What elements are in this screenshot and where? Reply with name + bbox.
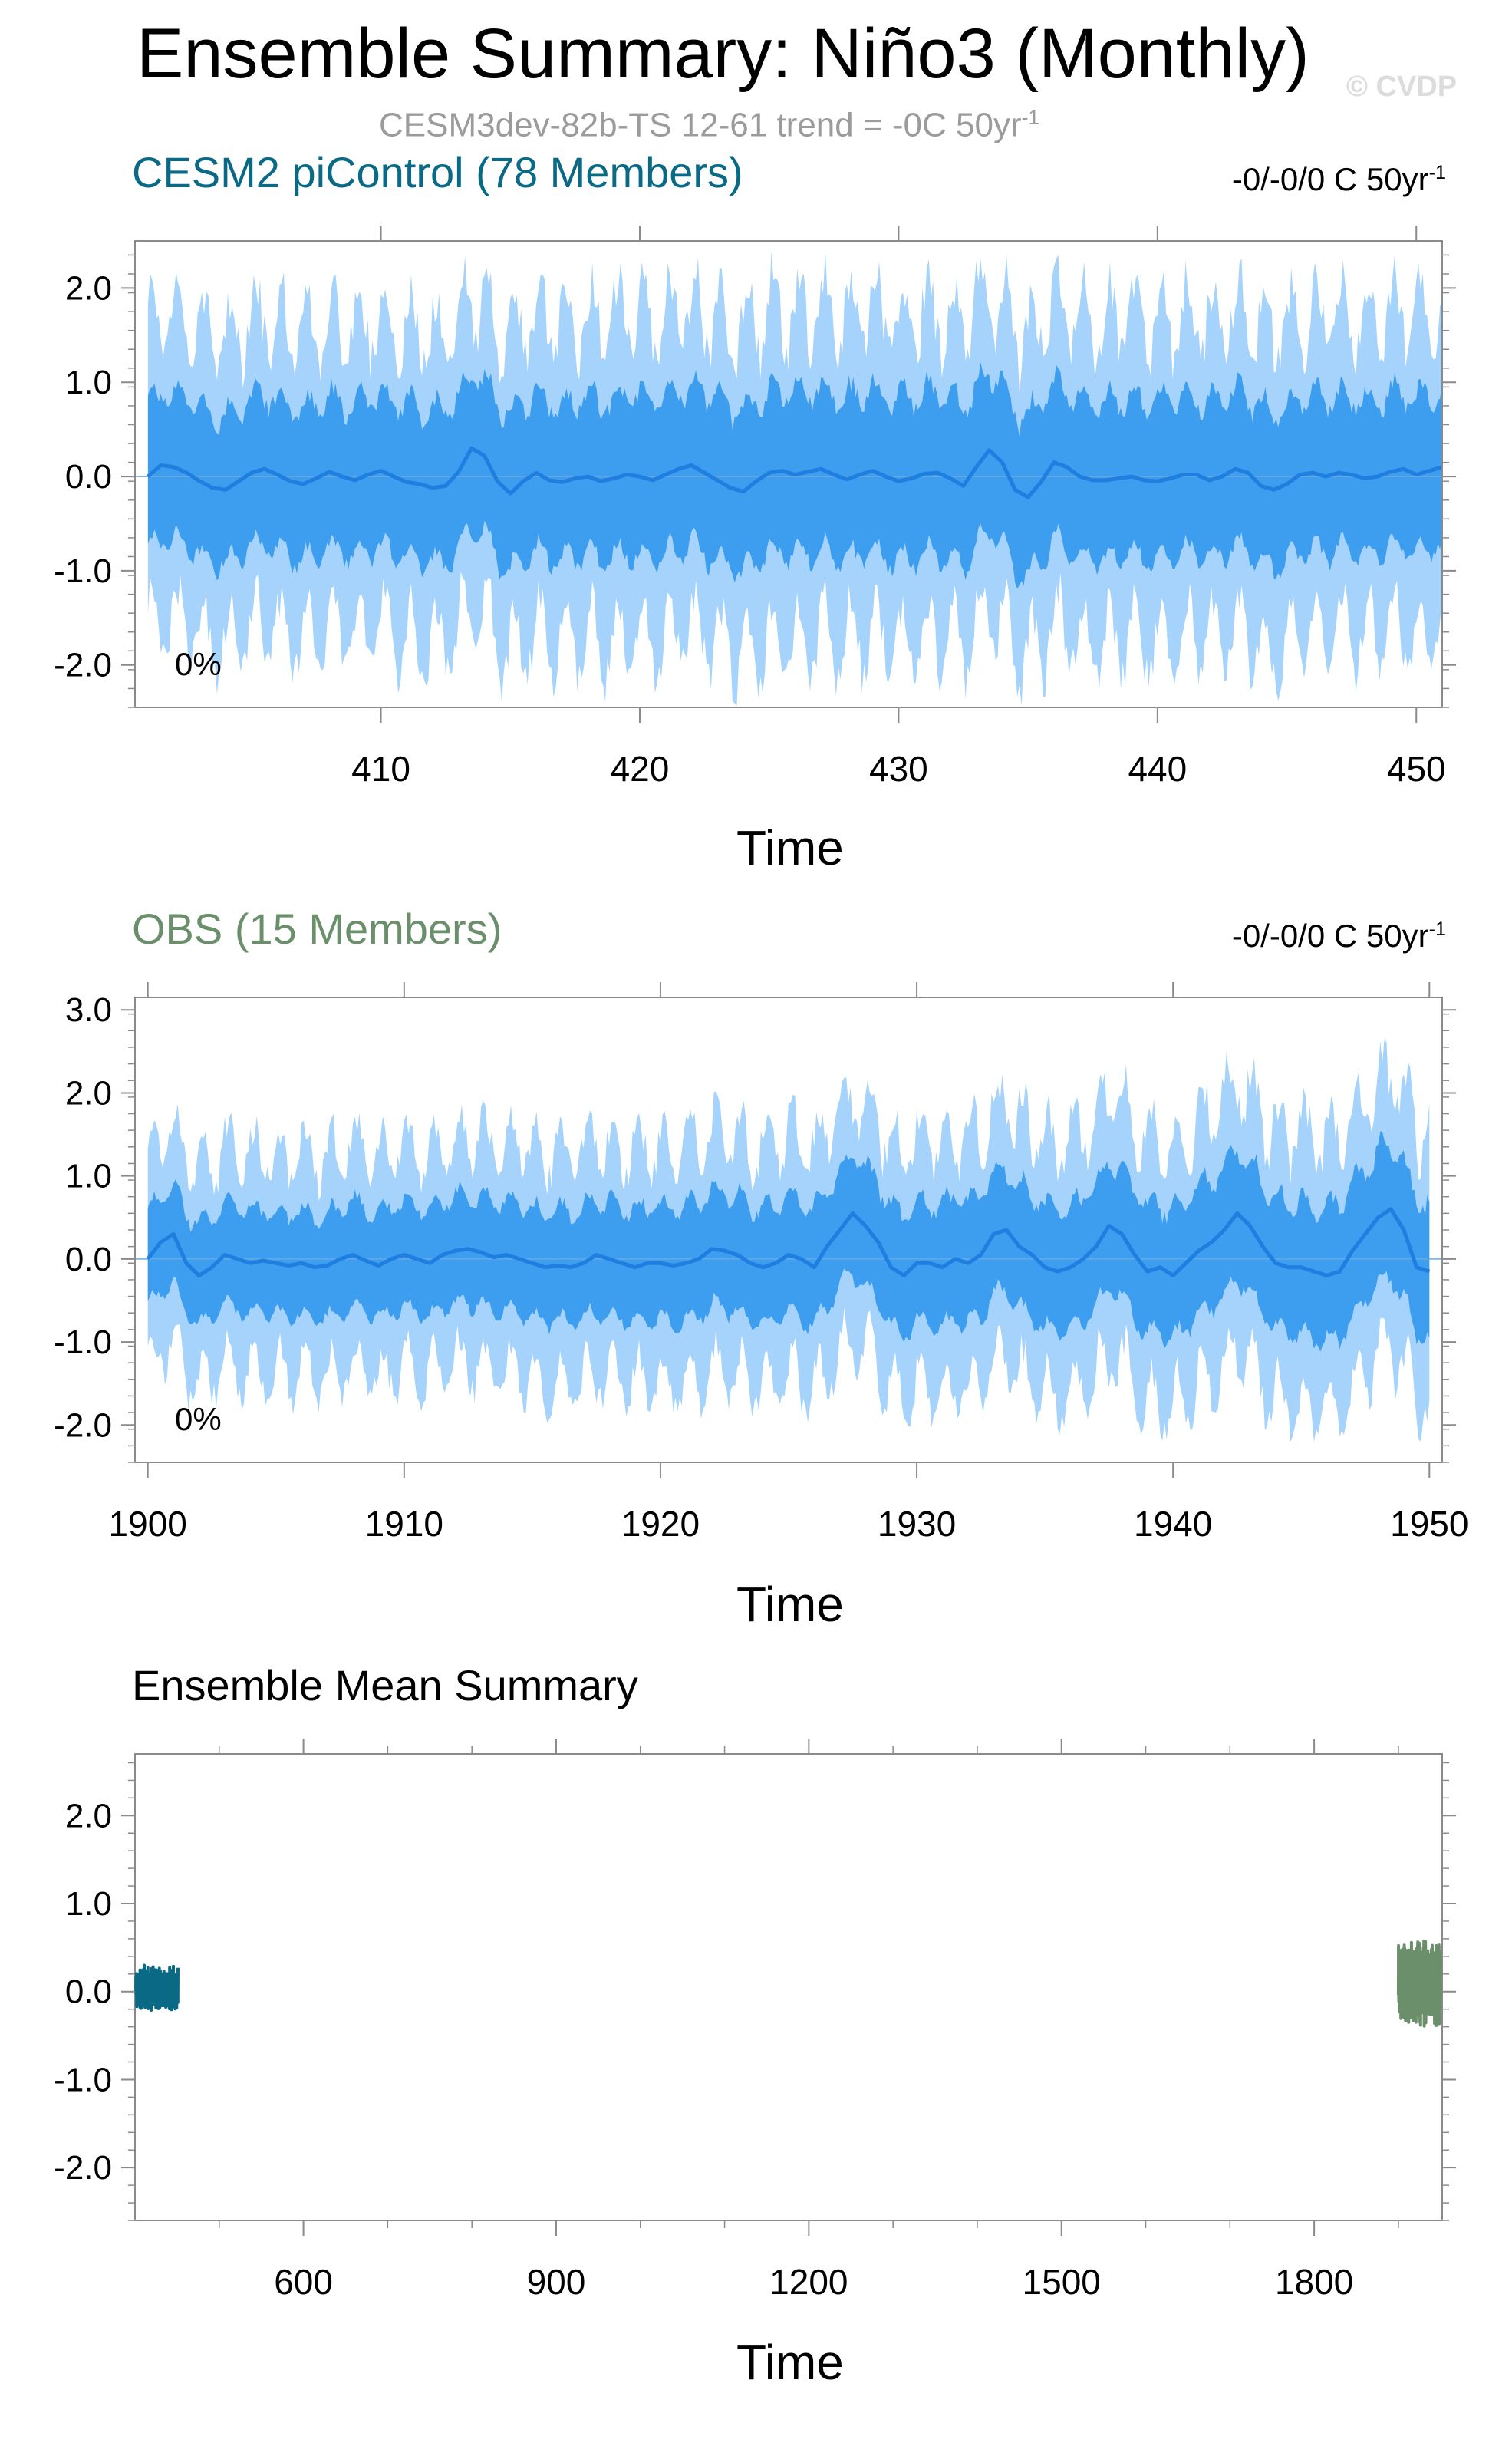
panel0-xtick-label: 450 bbox=[1387, 749, 1446, 789]
panel2-title: OBS (15 Members) bbox=[132, 905, 502, 953]
panel1-trend-text: -0/-0/0 C 50yr bbox=[1231, 161, 1429, 197]
panel2-xtick-label: 600 bbox=[274, 2262, 333, 2302]
panel1-title: CESM2 piControl (78 Members) bbox=[132, 148, 743, 196]
panel1-xlabel: Time bbox=[736, 820, 844, 875]
panel1-ytick-label: -2.0 bbox=[54, 1406, 112, 1444]
panel1-ensemble-mean-line bbox=[146, 1207, 1431, 1277]
panel1-xtick-label: 1910 bbox=[365, 1504, 443, 1544]
panel2-ytick-label: 2.0 bbox=[65, 1797, 112, 1834]
panel0-ytick-label: 2.0 bbox=[65, 269, 112, 307]
panel1-trend: -0/-0/0 C 50yr-1 bbox=[1232, 161, 1446, 198]
panel2-trend: -0/-0/0 C 50yr-1 bbox=[1232, 918, 1446, 954]
panel1-ytick-label: -1.0 bbox=[54, 1324, 112, 1361]
panel2-trend-text: -0/-0/0 C 50yr bbox=[1231, 918, 1429, 954]
panel1-ytick-label: 2.0 bbox=[65, 1074, 112, 1112]
page-subtitle: CESM3dev-82b-TS 12-61 trend = -0C 50yr-1 bbox=[379, 106, 1039, 145]
panel1-ytick-label: 3.0 bbox=[65, 991, 112, 1029]
panel0-xtick-label: 410 bbox=[351, 749, 410, 789]
panel2-xlabel: Time bbox=[736, 1577, 844, 1632]
panel0-xtick-label: 420 bbox=[611, 749, 670, 789]
panel0-ytick-label: -1.0 bbox=[54, 552, 112, 590]
panel2-series-cesm bbox=[134, 1963, 180, 2012]
panel2-xtick-label: 1500 bbox=[1023, 2262, 1101, 2302]
panel2-ytick-label: -2.0 bbox=[54, 2149, 112, 2187]
panel1-trend-sup: -1 bbox=[1428, 162, 1446, 183]
panel2-frame bbox=[134, 1753, 1443, 2221]
panel1-ytick-label: 0.0 bbox=[65, 1241, 112, 1278]
panel2-ytick-label: 1.0 bbox=[65, 1885, 112, 1923]
page-title: Ensemble Summary: Niño3 (Monthly) bbox=[137, 15, 1309, 93]
panel2-ytick-label: 0.0 bbox=[65, 1973, 112, 2011]
panel1-percent-label: 0% bbox=[175, 1401, 222, 1437]
panel0-frame bbox=[134, 240, 1443, 708]
panel1-xtick-label: 1930 bbox=[878, 1504, 956, 1544]
panel2-xtick-label: 1200 bbox=[769, 2262, 848, 2302]
panel1-inner-band bbox=[147, 1131, 1430, 1352]
panel0-xtick-label: 430 bbox=[869, 749, 928, 789]
panel2-ytick-label: -1.0 bbox=[54, 2061, 112, 2098]
panel1-xtick-label: 1900 bbox=[109, 1504, 187, 1544]
panel0-ensemble-mean-line bbox=[147, 446, 1443, 499]
panel2-series-obs bbox=[1396, 1939, 1442, 2028]
subtitle-superscript: -1 bbox=[1021, 106, 1040, 129]
panel2-xtick-label: 900 bbox=[527, 2262, 586, 2302]
panel1-xtick-label: 1920 bbox=[621, 1504, 700, 1544]
panel0-xtick-label: 440 bbox=[1128, 749, 1187, 789]
panel0-percent-label: 0% bbox=[175, 646, 222, 682]
panel2-xtick-label: 1800 bbox=[1275, 2262, 1353, 2302]
subtitle-text: CESM3dev-82b-TS 12-61 trend = -0C 50yr bbox=[379, 106, 1022, 144]
panel1-xtick-label: 1950 bbox=[1390, 1504, 1468, 1544]
watermark: © CVDP bbox=[1346, 71, 1458, 103]
panel3-title: Ensemble Mean Summary bbox=[132, 1661, 638, 1709]
panel0-ytick-label: -2.0 bbox=[54, 647, 112, 684]
panel0-ytick-label: 0.0 bbox=[65, 458, 112, 496]
panel1-ytick-label: 1.0 bbox=[65, 1158, 112, 1195]
panel1-xtick-label: 1940 bbox=[1134, 1504, 1212, 1544]
panel2-trend-sup: -1 bbox=[1428, 918, 1446, 940]
panel3-xlabel: Time bbox=[736, 2335, 844, 2390]
panel0-ytick-label: 1.0 bbox=[65, 364, 112, 401]
